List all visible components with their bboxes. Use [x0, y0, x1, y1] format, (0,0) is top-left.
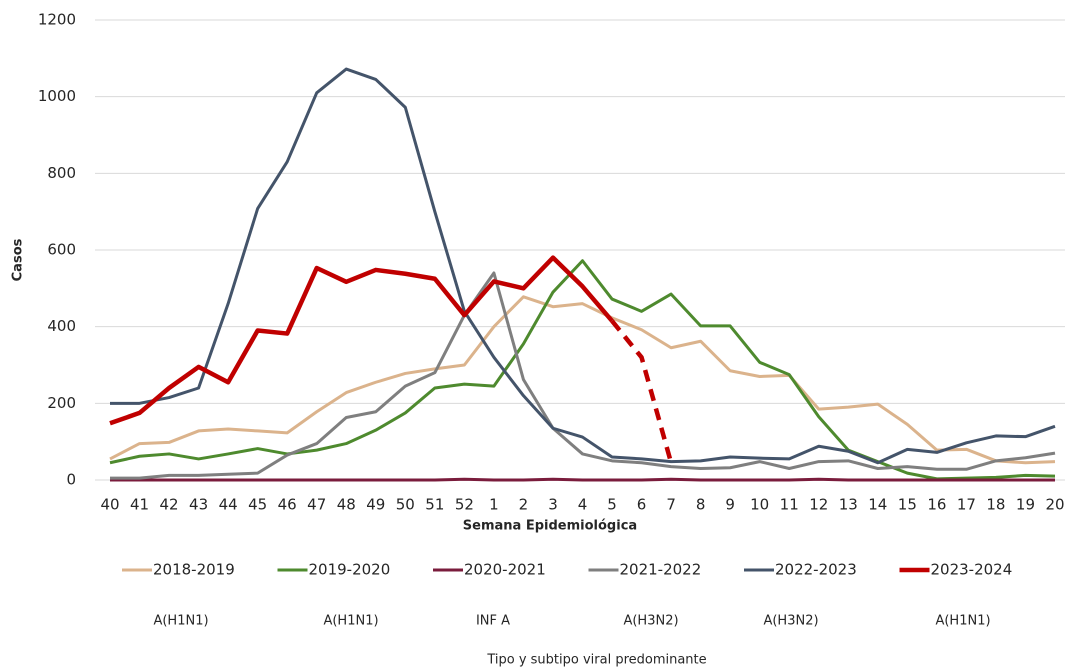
- x-tick-label: 3: [548, 496, 558, 514]
- x-tick-label: 40: [100, 496, 119, 514]
- x-tick-label: 14: [868, 496, 887, 514]
- x-tick-label: 47: [307, 496, 326, 514]
- y-tick-label: 1000: [38, 87, 76, 105]
- legend-label: 2021-2022: [620, 561, 702, 579]
- x-tick-label: 48: [337, 496, 356, 514]
- series-line: [110, 67, 1056, 465]
- legend-label: 2023-2024: [931, 561, 1013, 579]
- x-tick-label: 46: [278, 496, 297, 514]
- series-line: [109, 255, 614, 426]
- y-tick-label: 400: [47, 317, 76, 335]
- x-tick-label: 13: [839, 496, 858, 514]
- y-tick-label: 1200: [38, 11, 76, 29]
- x-tick-label: 9: [725, 496, 735, 514]
- subtype-label: A(H1N1): [935, 614, 990, 629]
- x-tick-label: 1: [489, 496, 499, 514]
- x-tick-label: 43: [189, 496, 208, 514]
- x-axis-label: Semana Epidemiológica: [463, 519, 637, 534]
- x-tick-label: 12: [809, 496, 828, 514]
- subtype-label: A(H1N1): [323, 614, 378, 629]
- x-tick-label: 10: [750, 496, 769, 514]
- x-tick-label: 44: [219, 496, 238, 514]
- x-tick-label: 42: [160, 496, 179, 514]
- x-tick-label: 7: [666, 496, 676, 514]
- subtype-label: INF A: [476, 614, 510, 629]
- y-tick-label: 200: [47, 394, 76, 412]
- legend-label: 2019-2020: [309, 561, 391, 579]
- x-tick-label: 19: [1016, 496, 1035, 514]
- x-tick-label: 6: [637, 496, 647, 514]
- x-tick-label: 18: [986, 496, 1005, 514]
- x-tick-label: 50: [396, 496, 415, 514]
- y-tick-label: 600: [47, 241, 76, 259]
- legend-label: 2018-2019: [153, 561, 235, 579]
- x-tick-label: 17: [957, 496, 976, 514]
- series-line: [109, 295, 1056, 465]
- x-tick-label: 16: [927, 496, 946, 514]
- x-tick-label: 49: [366, 496, 385, 514]
- x-tick-label: 8: [696, 496, 706, 514]
- legend-label: 2020-2021: [464, 561, 546, 579]
- x-tick-label: 20: [1045, 496, 1064, 514]
- y-tick-label: 0: [66, 471, 76, 489]
- x-tick-label: 41: [130, 496, 149, 514]
- x-tick-label: 2: [519, 496, 529, 514]
- series-line: [110, 477, 1055, 482]
- x-tick-label: 4: [578, 496, 588, 514]
- subtype-label: A(H3N2): [763, 614, 818, 629]
- subtype-label: A(H3N2): [623, 614, 678, 629]
- x-tick-label: 45: [248, 496, 267, 514]
- series-line-dashed: [610, 319, 674, 464]
- series-line: [109, 259, 1056, 481]
- subtype-caption: Tipo y subtipo viral predominante: [486, 653, 706, 667]
- x-tick-label: 51: [425, 496, 444, 514]
- x-tick-label: 5: [607, 496, 617, 514]
- subtype-label: A(H1N1): [153, 614, 208, 629]
- series-line: [110, 271, 1056, 480]
- x-tick-label: 52: [455, 496, 474, 514]
- x-tick-label: 11: [780, 496, 799, 514]
- legend-label: 2022-2023: [775, 561, 857, 579]
- x-tick-label: 15: [898, 496, 917, 514]
- y-axis-label: Casos: [11, 238, 26, 281]
- y-tick-label: 800: [47, 164, 76, 182]
